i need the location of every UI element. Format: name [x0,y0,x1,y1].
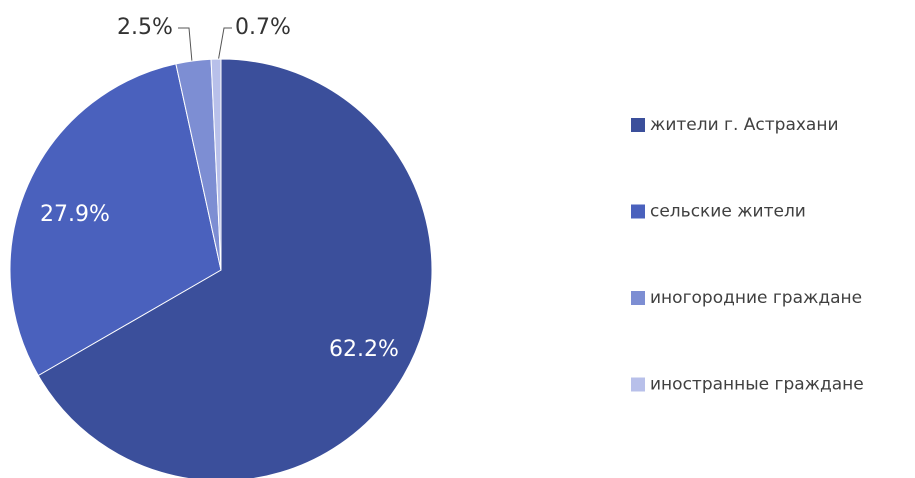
legend-label: иногородние граждане [650,288,862,308]
legend-swatch [631,291,645,305]
legend-swatch [631,377,645,392]
legend-swatch [631,204,645,219]
legend-label: сельские жители [650,202,806,222]
data-label: 2.5% [117,15,173,40]
leader-line [217,27,232,63]
pie-slice [9,63,222,377]
data-label: 62.2% [329,337,399,362]
leader-line [178,27,193,63]
pie-slice [210,58,222,271]
legend-label: жители г. Астрахани [650,115,839,135]
pie-slice [37,58,433,478]
data-label: 27.9% [40,202,110,227]
legend-swatch [631,118,645,132]
data-label: 0.7% [235,15,291,40]
legend-label: иностранные граждане [650,375,864,395]
